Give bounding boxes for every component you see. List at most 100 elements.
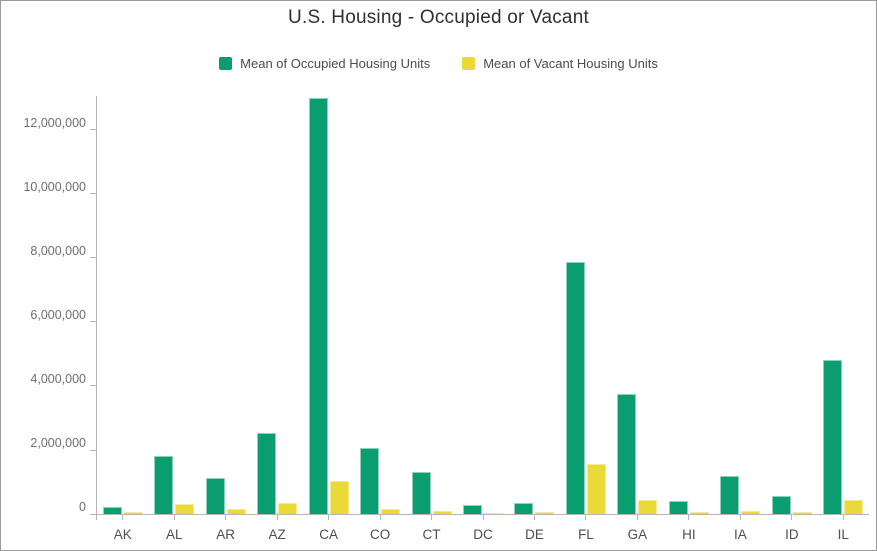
y-axis-tick: [90, 129, 96, 131]
x-axis-label-ak: AK: [113, 527, 132, 542]
x-axis-label-hi: HI: [682, 527, 696, 542]
x-axis-label-id: ID: [785, 527, 799, 542]
category-group-il: IL: [818, 96, 869, 542]
y-axis-tick: [90, 321, 96, 323]
x-axis-tick: [482, 515, 484, 520]
x-axis-tick: [842, 515, 844, 520]
occupied-bar-id[interactable]: [771, 496, 791, 514]
y-axis-label: 0: [79, 500, 86, 514]
vacant-bar-ar[interactable]: [226, 509, 246, 514]
x-axis-tick: [379, 515, 381, 520]
y-axis-tick: [90, 385, 96, 387]
category-group-az: AZ: [251, 96, 302, 542]
plot-area: AK AL AR AZ CA CO CT DC DE FL GA HI IA ID IL 0 2,000,00…: [23, 96, 869, 542]
x-axis-tick: [791, 515, 793, 520]
occupied-bar-ga[interactable]: [617, 394, 637, 514]
x-axis-tick: [533, 515, 535, 520]
y-axis-tick: [90, 257, 96, 259]
occupied-bar-ca[interactable]: [308, 97, 328, 514]
vacant-bar-co[interactable]: [381, 508, 401, 514]
category-group-ar: AR: [200, 96, 251, 542]
vacant-bar-ct[interactable]: [432, 510, 452, 514]
legend-label-occupied: Mean of Occupied Housing Units: [240, 56, 431, 71]
vacant-bar-il[interactable]: [844, 500, 864, 514]
category-group-al: AL: [148, 96, 199, 542]
x-axis-tick: [225, 515, 227, 520]
category-group-id: ID: [766, 96, 817, 542]
x-axis-label-ga: GA: [627, 527, 648, 542]
occupied-bar-ar[interactable]: [205, 477, 225, 514]
y-axis-label: 6,000,000: [30, 307, 86, 322]
x-axis-label-il: IL: [837, 527, 849, 542]
legend: Mean of Occupied Housing Units Mean of V…: [1, 56, 876, 71]
occupied-bar-il[interactable]: [823, 360, 843, 514]
x-axis-label-ar: AR: [216, 527, 236, 542]
x-axis-tick: [431, 515, 433, 520]
x-axis-tick: [585, 515, 587, 520]
vacant-bar-fl[interactable]: [586, 464, 606, 514]
occupied-series-swatch-icon: [219, 57, 233, 70]
occupied-bar-de[interactable]: [514, 503, 534, 514]
vacant-bar-ca[interactable]: [329, 481, 349, 514]
y-axis-tick: [90, 449, 96, 451]
x-axis-tick: [688, 515, 690, 520]
y-axis-label: 4,000,000: [30, 371, 86, 386]
x-axis-label-ca: CA: [319, 527, 338, 542]
x-axis-label-fl: FL: [578, 527, 594, 542]
x-axis-label-al: AL: [165, 527, 183, 542]
x-axis-label-az: AZ: [268, 527, 286, 542]
occupied-bar-az[interactable]: [257, 432, 277, 514]
y-axis-label: 12,000,000: [23, 115, 86, 130]
vacant-bar-hi[interactable]: [689, 512, 709, 514]
legend-item-occupied[interactable]: Mean of Occupied Housing Units: [219, 56, 430, 71]
category-group-ct: CT: [406, 96, 457, 542]
category-group-hi: HI: [663, 96, 714, 542]
occupied-bar-fl[interactable]: [565, 262, 585, 514]
category-group-ia: IA: [715, 96, 766, 542]
vacant-bar-ga[interactable]: [638, 500, 658, 514]
vacant-bar-ak[interactable]: [123, 511, 143, 514]
occupied-bar-co[interactable]: [360, 448, 380, 514]
y-axis-tick: [90, 513, 96, 515]
y-axis-label: 2,000,000: [30, 436, 86, 450]
x-axis-tick: [276, 515, 278, 520]
y-axis-tick: [90, 193, 96, 195]
chart-title: U.S. Housing - Occupied or Vacant: [288, 7, 589, 28]
x-axis-label-ct: CT: [422, 527, 441, 542]
category-group-ak: AK: [97, 96, 148, 542]
occupied-bar-ak[interactable]: [102, 506, 122, 514]
category-group-ca: CA: [303, 96, 354, 542]
x-axis-tick: [328, 515, 330, 520]
vacant-bar-al[interactable]: [175, 503, 195, 514]
vacant-bar-az[interactable]: [278, 502, 298, 514]
x-axis-origin-tick: [96, 514, 97, 520]
x-axis-tick: [173, 515, 175, 520]
occupied-bar-al[interactable]: [154, 455, 174, 514]
category-group-de: DE: [509, 96, 560, 542]
x-axis-tick: [122, 515, 124, 520]
x-axis-label-de: DE: [525, 527, 544, 542]
x-axis-tick: [636, 515, 638, 520]
category-group-co: CO: [354, 96, 405, 542]
x-axis-label-ia: IA: [733, 527, 747, 542]
vacant-bar-de[interactable]: [535, 512, 555, 514]
category-group-fl: FL: [560, 96, 611, 542]
vacant-bar-ia[interactable]: [741, 511, 761, 514]
vacant-series-swatch-icon: [462, 57, 476, 70]
occupied-bar-dc[interactable]: [463, 505, 483, 514]
legend-label-vacant: Mean of Vacant Housing Units: [483, 56, 658, 71]
y-axis-label: 8,000,000: [30, 243, 86, 258]
vacant-bar-id[interactable]: [792, 512, 812, 514]
occupied-bar-ia[interactable]: [720, 475, 740, 514]
vacant-bar-dc[interactable]: [484, 513, 504, 514]
occupied-bar-hi[interactable]: [668, 501, 688, 514]
occupied-bar-ct[interactable]: [411, 472, 431, 514]
bar-columns: AK AL AR AZ CA CO CT DC DE FL GA HI IA ID IL: [97, 96, 869, 542]
x-axis-tick: [739, 515, 741, 520]
x-axis-label-co: CO: [369, 527, 391, 542]
y-axis-label: 10,000,000: [23, 179, 86, 194]
category-group-ga: GA: [612, 96, 663, 542]
legend-item-vacant[interactable]: Mean of Vacant Housing Units: [462, 56, 658, 71]
category-group-dc: DC: [457, 96, 508, 542]
